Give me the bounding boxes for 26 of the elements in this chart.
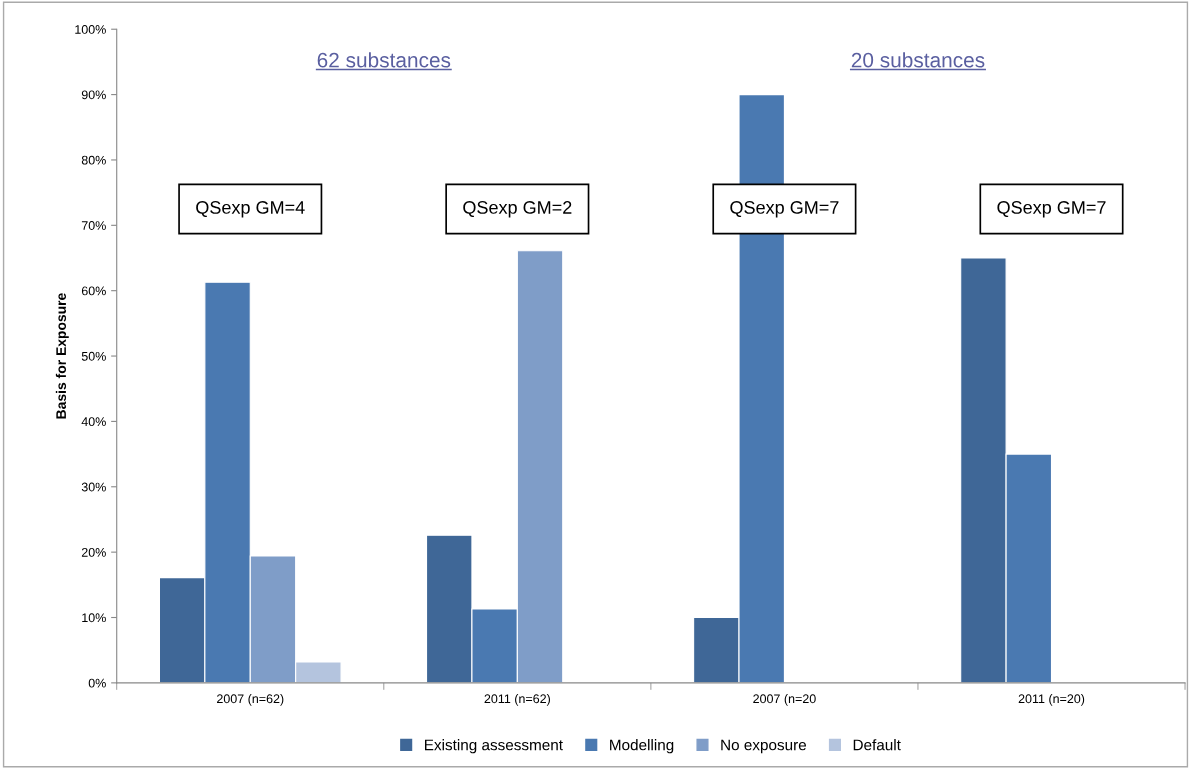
annotation: QSexp GM=2 bbox=[463, 201, 572, 218]
y-tick-label: 50% bbox=[81, 351, 106, 361]
y-tick-label: 80% bbox=[81, 155, 106, 165]
y-tick-label: 60% bbox=[81, 286, 106, 296]
x-tick-label: 2011 (n=20) bbox=[1018, 693, 1085, 706]
x-tick-label: 2007 (n=20 bbox=[753, 693, 816, 706]
y-tick-label: 100% bbox=[75, 25, 106, 34]
annotation: QSexp GM=7 bbox=[730, 201, 839, 218]
legend-label: Modelling bbox=[610, 739, 674, 754]
y-tick-label: 70% bbox=[81, 221, 106, 230]
annotation: QSexp GM=4 bbox=[196, 201, 305, 218]
y-tick-label: 90% bbox=[81, 90, 106, 100]
legend-label: Existing assessment bbox=[425, 739, 563, 754]
y-tick-label: 0% bbox=[88, 678, 106, 688]
y-axis-title: Basis for Exposure bbox=[55, 293, 69, 419]
y-tick-label: 30% bbox=[81, 482, 106, 492]
x-tick-label: 2007 (n=62) bbox=[217, 693, 284, 706]
y-tick-label: 40% bbox=[81, 417, 106, 427]
annotation: 62 substances bbox=[317, 52, 451, 68]
y-tick-label: 10% bbox=[82, 613, 106, 623]
annotation: 20 substances bbox=[851, 52, 985, 68]
x-tick-label: 2011 (n=62) bbox=[484, 693, 550, 706]
y-tick-label: 20% bbox=[81, 547, 106, 557]
legend-label: Default bbox=[853, 739, 901, 751]
legend-label: No exposure bbox=[721, 739, 807, 754]
annotation: QSexp GM=7 bbox=[997, 201, 1106, 218]
